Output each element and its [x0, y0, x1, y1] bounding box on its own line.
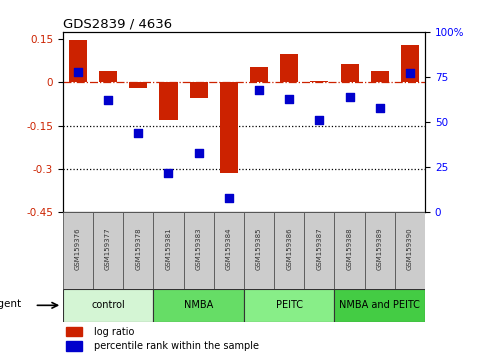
Bar	[93, 212, 123, 289]
Point	[285, 96, 293, 102]
Text: GSM159383: GSM159383	[196, 228, 201, 270]
Bar	[189, 82, 208, 98]
Text: NMBA and PEITC: NMBA and PEITC	[340, 300, 420, 310]
Point	[134, 130, 142, 136]
Bar	[401, 45, 419, 82]
Point	[165, 170, 172, 176]
Point	[74, 69, 82, 74]
Text: GSM159381: GSM159381	[166, 228, 171, 270]
Bar	[365, 212, 395, 289]
Text: control: control	[91, 300, 125, 310]
Bar	[334, 289, 425, 322]
Bar	[371, 71, 389, 82]
Bar	[220, 82, 238, 173]
Bar	[395, 212, 425, 289]
Text: PEITC: PEITC	[276, 300, 303, 310]
Text: log ratio: log ratio	[94, 327, 134, 337]
Text: GSM159387: GSM159387	[316, 228, 322, 270]
Bar	[63, 212, 93, 289]
Bar	[341, 64, 358, 82]
Bar	[311, 81, 328, 82]
Point	[225, 195, 233, 201]
Bar	[250, 67, 268, 82]
Bar	[154, 289, 244, 322]
Bar	[334, 212, 365, 289]
Bar	[274, 212, 304, 289]
Text: percentile rank within the sample: percentile rank within the sample	[94, 341, 258, 351]
Text: GSM159390: GSM159390	[407, 228, 413, 270]
Bar	[63, 289, 154, 322]
Bar	[99, 71, 117, 82]
Point	[315, 118, 323, 123]
Point	[406, 70, 414, 76]
Text: GSM159378: GSM159378	[135, 228, 141, 270]
Bar	[154, 212, 184, 289]
Bar	[184, 212, 213, 289]
Bar	[129, 82, 147, 88]
Point	[104, 98, 112, 103]
Bar	[69, 40, 87, 82]
Point	[376, 105, 384, 110]
Text: GSM159385: GSM159385	[256, 228, 262, 270]
Text: GSM159386: GSM159386	[286, 228, 292, 270]
Text: GSM159388: GSM159388	[347, 228, 353, 270]
Bar	[67, 327, 82, 336]
Bar	[244, 289, 334, 322]
Text: GSM159377: GSM159377	[105, 228, 111, 270]
Text: GSM159389: GSM159389	[377, 228, 383, 270]
Text: GSM159376: GSM159376	[75, 228, 81, 270]
Text: GSM159384: GSM159384	[226, 228, 232, 270]
Bar	[244, 212, 274, 289]
Point	[195, 150, 202, 156]
Bar	[123, 212, 154, 289]
Bar	[159, 82, 178, 120]
Bar	[304, 212, 334, 289]
Bar	[213, 212, 244, 289]
Point	[255, 87, 263, 92]
Bar	[67, 341, 82, 351]
Text: NMBA: NMBA	[184, 300, 213, 310]
Point	[346, 94, 354, 100]
Text: agent: agent	[0, 299, 22, 309]
Text: GDS2839 / 4636: GDS2839 / 4636	[63, 18, 172, 31]
Bar	[280, 53, 298, 82]
